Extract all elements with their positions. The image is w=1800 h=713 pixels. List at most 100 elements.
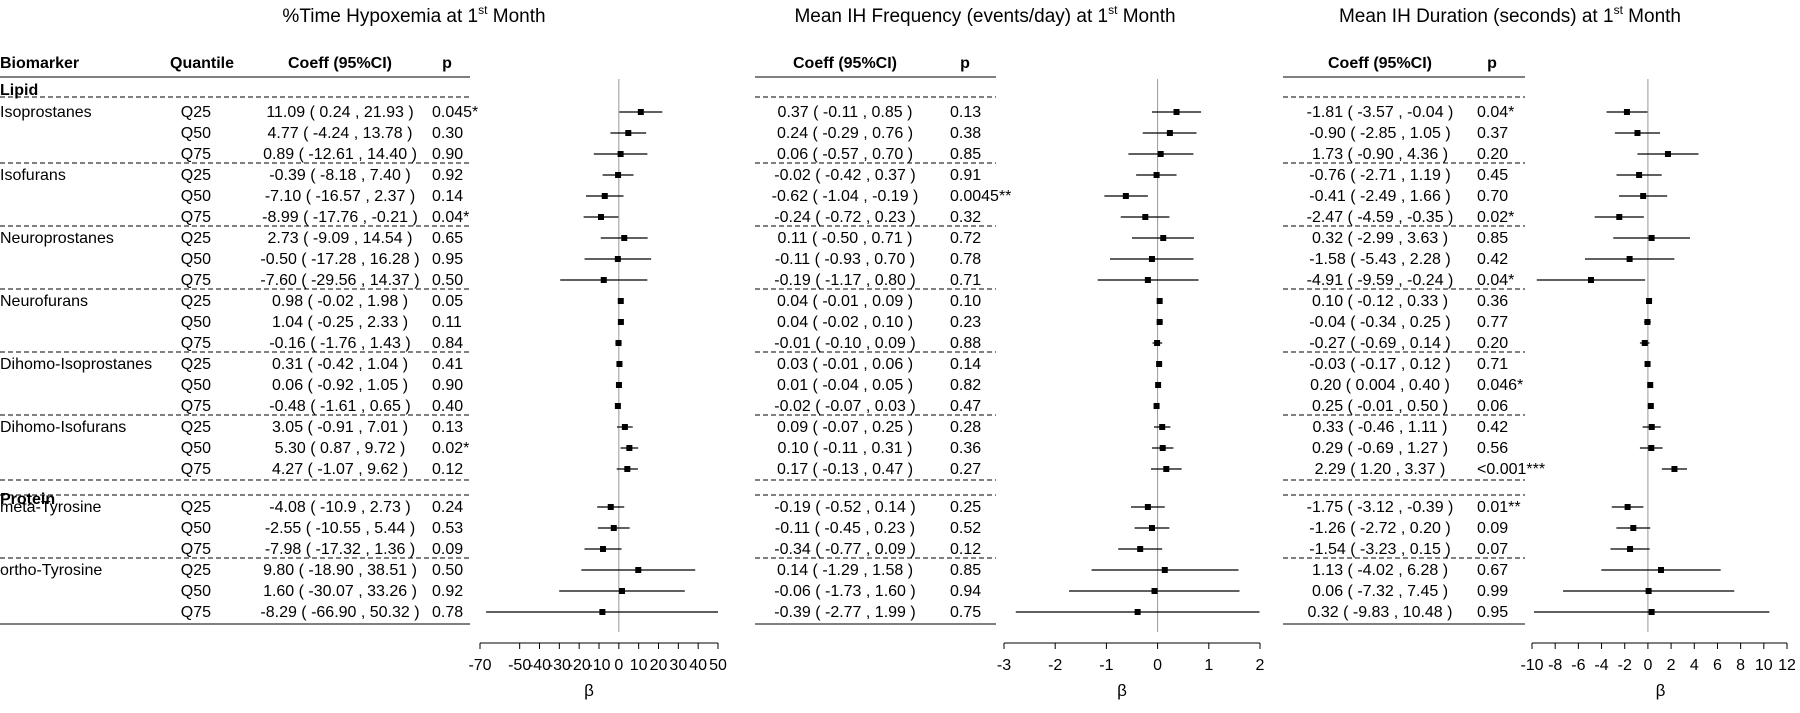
estimate-point — [1671, 466, 1678, 472]
p-value-cell: 0.13 — [432, 419, 463, 436]
quantile-label: Q50 — [181, 583, 211, 600]
coeff-cell: -0.34 ( -0.77 , 0.09 ) — [774, 541, 915, 558]
p-value-cell: 0.78 — [432, 604, 463, 621]
x-tick-label: 20 — [650, 657, 668, 674]
quantile-label: Q75 — [181, 146, 211, 163]
coeff-cell: 0.29 ( -0.69 , 1.27 ) — [1312, 440, 1448, 457]
x-tick-label: 8 — [1736, 657, 1745, 674]
x-tick-label: 12 — [1778, 657, 1796, 674]
estimate-point — [617, 151, 624, 157]
estimate-point — [1142, 214, 1149, 220]
x-axis-label: β — [1656, 681, 1666, 700]
coeff-cell: -1.75 ( -3.12 , -0.39 ) — [1307, 499, 1454, 516]
biomarker-label: Dihomo-Isofurans — [0, 419, 126, 436]
biomarker-label: Neurofurans — [0, 293, 88, 310]
p-value-cell: 0.50 — [432, 272, 463, 289]
coeff-cell: 0.37 ( -0.11 , 0.85 ) — [778, 104, 913, 121]
coeff-cell: 1.60 ( -30.07 , 33.26 ) — [263, 583, 417, 600]
quantile-label: Q50 — [181, 520, 211, 537]
p-value-cell: 0.95 — [432, 251, 463, 268]
x-axis-label: β — [584, 681, 594, 700]
coeff-cell: 2.29 ( 1.20 , 3.37 ) — [1315, 461, 1446, 478]
p-value-cell: 0.82 — [950, 377, 981, 394]
estimate-point — [1163, 466, 1170, 472]
coeff-cell: -7.60 ( -29.56 , 14.37 ) — [260, 272, 419, 289]
estimate-point — [615, 340, 622, 346]
p-value-cell: 0.53 — [432, 520, 463, 537]
p-value-cell: 0.84 — [432, 335, 463, 352]
panel-1: %Time Hypoxemia at 1st Month Coeff (95%CI… — [260, 3, 727, 700]
estimate-point — [1144, 277, 1151, 283]
estimate-point — [1166, 130, 1173, 136]
p-value-cell: 0.47 — [950, 398, 981, 415]
estimate-point — [1644, 361, 1651, 367]
p-value-cell: 0.92 — [432, 583, 463, 600]
x-tick-label: -2 — [1618, 657, 1632, 674]
coeff-cell: -8.29 ( -66.90 , 50.32 ) — [260, 604, 419, 621]
panel-title-end: Month — [1623, 6, 1681, 27]
header-quantile: Quantile — [170, 55, 234, 72]
p-value-cell: 0.40 — [432, 398, 463, 415]
section-label: Lipid — [0, 82, 38, 99]
coeff-cell: 1.04 ( -0.25 , 2.33 ) — [272, 314, 408, 331]
estimate-point — [1624, 504, 1631, 510]
coeff-cell: -4.91 ( -9.59 , -0.24 ) — [1307, 272, 1454, 289]
estimate-point — [1134, 609, 1141, 615]
coeff-cell: -1.81 ( -3.57 , -0.04 ) — [1307, 104, 1454, 121]
p-value-cell: 0.70 — [1477, 188, 1508, 205]
coeff-cell: -0.03 ( -0.17 , 0.12 ) — [1309, 356, 1450, 373]
coeff-cell: 0.24 ( -0.29 , 0.76 ) — [777, 125, 913, 142]
x-tick-label: 0 — [614, 657, 623, 674]
quantile-label: Q25 — [181, 419, 211, 436]
coeff-cell: 4.27 ( -1.07 , 9.62 ) — [272, 461, 408, 478]
header-p: p — [1487, 55, 1497, 72]
coeff-cell: -0.27 ( -0.69 , 0.14 ) — [1309, 335, 1450, 352]
coeff-cell: 0.31 ( -0.42 , 1.04 ) — [272, 356, 408, 373]
coeff-cell: 0.10 ( -0.12 , 0.33 ) — [1312, 293, 1448, 310]
p-value-cell: 0.02* — [432, 440, 469, 457]
x-tick-label: 4 — [1690, 657, 1699, 674]
coeff-cell: -0.11 ( -0.93 , 0.70 ) — [775, 251, 915, 268]
coeff-cell: -0.06 ( -1.73 , 1.60 ) — [774, 583, 915, 600]
coeff-cell: 1.13 ( -4.02 , 6.28 ) — [1312, 562, 1448, 579]
p-value-cell: 0.25 — [950, 499, 981, 516]
p-value-cell: 0.50 — [432, 562, 463, 579]
coeff-cell: 0.32 ( -2.99 , 3.63 ) — [1312, 230, 1448, 247]
x-tick-label: -20 — [568, 657, 591, 674]
p-value-cell: 0.20 — [1477, 335, 1508, 352]
x-tick-label: -2 — [1048, 657, 1062, 674]
x-tick-label: 1 — [1204, 657, 1213, 674]
p-value-cell: 0.88 — [950, 335, 981, 352]
quantile-label: Q50 — [181, 377, 211, 394]
coeff-cell: 0.04 ( -0.01 , 0.09 ) — [777, 293, 913, 310]
x-axis-label: β — [1117, 681, 1127, 700]
coeff-cell: -0.02 ( -0.07 , 0.03 ) — [774, 398, 915, 415]
header-coeff: Coeff (95%CI) — [1328, 55, 1432, 72]
coeff-cell: 5.30 ( 0.87 , 9.72 ) — [275, 440, 406, 457]
left-table: Biomarker QuantileLipidProteinIsoprostane… — [0, 55, 470, 625]
estimate-point — [621, 424, 628, 430]
coeff-cell: -0.19 ( -1.17 , 0.80 ) — [774, 272, 915, 289]
p-value-cell: 0.94 — [950, 583, 981, 600]
p-value-cell: 0.04* — [1477, 104, 1514, 121]
estimate-point — [607, 504, 614, 510]
p-value-cell: 0.27 — [950, 461, 981, 478]
estimate-point — [1630, 525, 1637, 531]
p-value-cell: 0.95 — [1477, 604, 1508, 621]
p-value-cell: 0.71 — [1477, 356, 1508, 373]
quantile-label: Q25 — [181, 167, 211, 184]
header-p: p — [960, 55, 970, 72]
coeff-cell: 0.14 ( -1.29 , 1.58 ) — [777, 562, 913, 579]
coeff-cell: 0.98 ( -0.02 , 1.98 ) — [272, 293, 408, 310]
p-value-cell: 0.30 — [432, 125, 463, 142]
estimate-point — [1626, 256, 1633, 262]
estimate-point — [635, 567, 642, 573]
p-value-cell: 0.045* — [432, 104, 478, 121]
coeff-cell: -0.24 ( -0.72 , 0.23 ) — [774, 209, 915, 226]
estimate-point — [1148, 525, 1155, 531]
x-tick-label: -70 — [468, 657, 491, 674]
coeff-cell: -0.01 ( -0.10 , 0.09 ) — [774, 335, 915, 352]
p-value-cell: 0.65 — [432, 230, 463, 247]
estimate-point — [1587, 277, 1594, 283]
estimate-point — [598, 214, 605, 220]
